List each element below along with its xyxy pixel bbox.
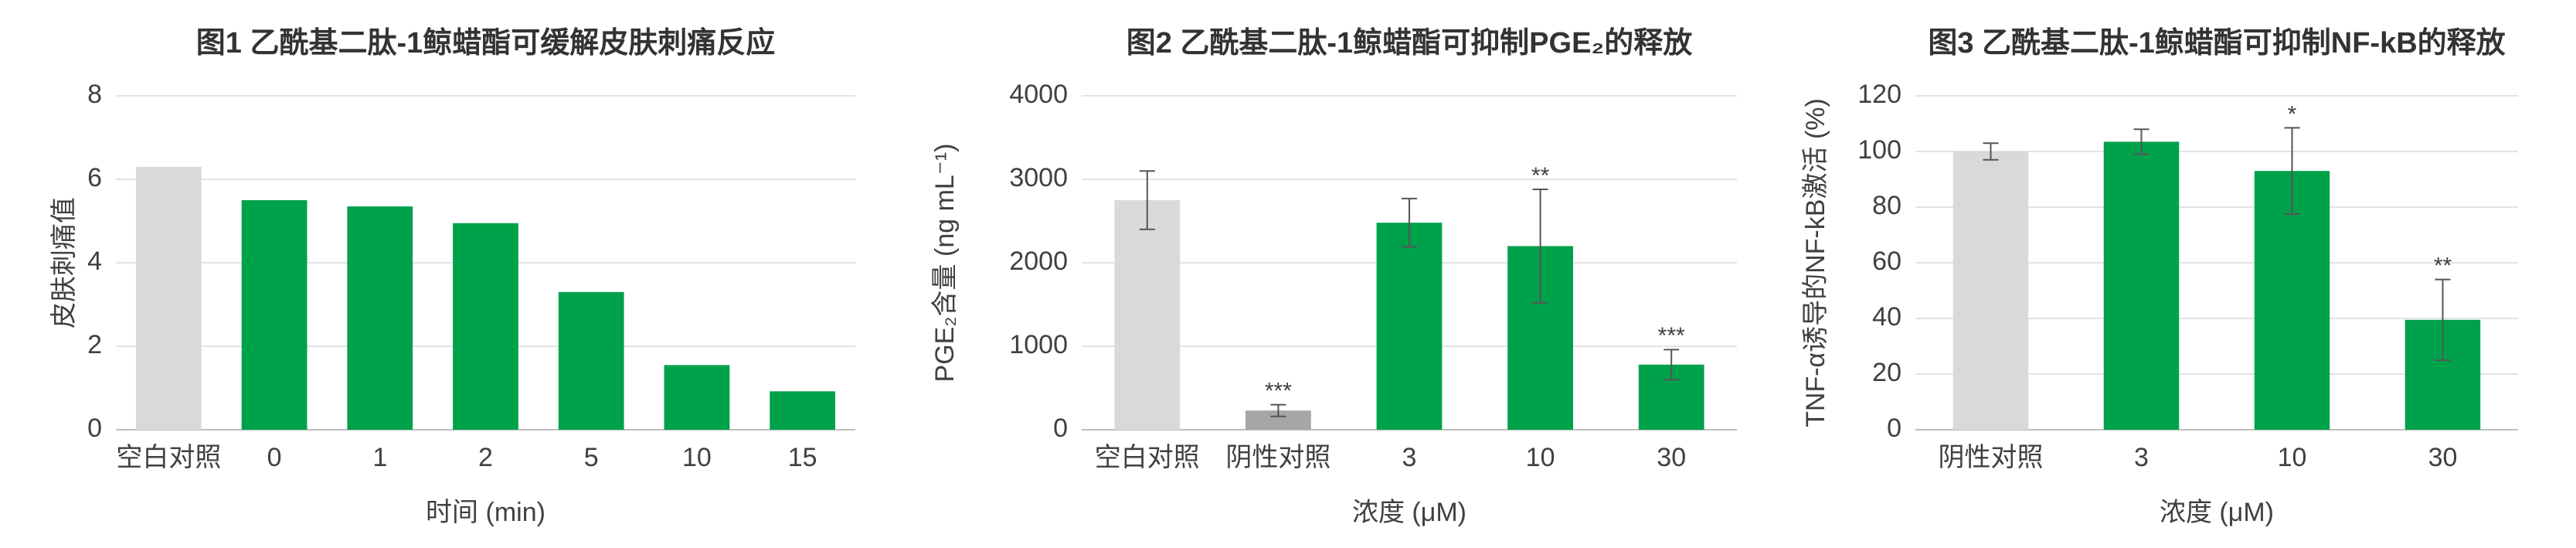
x-tick-label: 1 (372, 443, 387, 472)
y-tick-label: 120 (1857, 80, 1901, 109)
y-tick-label: 1000 (1009, 330, 1068, 359)
x-tick-label: 0 (267, 443, 282, 472)
y-axis-label: 皮肤刺痛值 (49, 197, 79, 328)
x-tick-label: 10 (682, 443, 712, 472)
y-tick-label: 0 (87, 414, 102, 443)
error-bar (2133, 128, 2149, 155)
chart-title: 图3 乙酰基二肽-1鲸蜡酯可抑制NF-kB的释放 (1928, 27, 2505, 60)
y-tick-label: 0 (1053, 414, 1068, 443)
significance-label: *** (1658, 323, 1685, 349)
x-tick-label: 30 (1657, 443, 1686, 472)
x-tick-label: 空白对照 (116, 443, 221, 472)
y-tick-label: 2000 (1009, 247, 1068, 276)
error-bar (1270, 403, 1286, 417)
x-axis-label: 浓度 (μM) (2160, 498, 2274, 527)
y-tick-label: 20 (1872, 358, 1901, 387)
chart-title: 图2 乙酰基二肽-1鲸蜡酯可抑制PGE₂的释放 (1127, 27, 1693, 60)
x-tick-label: 5 (584, 443, 599, 472)
bar (453, 223, 518, 430)
significance-label: *** (1265, 379, 1292, 404)
y-tick-label: 2 (87, 330, 102, 359)
significance-label: ** (1531, 163, 1550, 189)
x-tick-label: 10 (2278, 443, 2307, 472)
bar (135, 166, 202, 431)
y-tick-label: 3000 (1009, 163, 1068, 192)
chart-title: 图1 乙酰基二肽-1鲸蜡酯可缓解皮肤刺痛反应 (196, 27, 775, 60)
y-tick-label: 0 (1887, 414, 1901, 443)
significance-label: * (2288, 101, 2297, 127)
y-tick-label: 40 (1872, 302, 1901, 332)
y-tick-label: 4000 (1009, 80, 1068, 109)
y-tick-label: 6 (87, 163, 102, 192)
error-bar (1402, 197, 1417, 248)
x-tick-label: 空白对照 (1095, 443, 1200, 472)
x-tick-label: 2 (478, 443, 493, 472)
error-bar (1532, 188, 1548, 304)
bar (1952, 151, 2029, 430)
error-bar (2435, 278, 2451, 361)
x-axis-label: 时间 (min) (426, 498, 545, 527)
x-tick-label: 阴性对照 (1225, 443, 1330, 472)
bar (1114, 200, 1181, 430)
error-bar (2284, 127, 2300, 215)
x-tick-label: 10 (1526, 443, 1555, 472)
error-bar (1983, 142, 1999, 161)
bar (241, 200, 308, 430)
x-tick-label: 阴性对照 (1939, 443, 2044, 472)
bar (2103, 141, 2180, 430)
y-axis-label: TNF-α诱导的NF-kB激活 (%) (1801, 98, 1830, 427)
bar (1376, 223, 1443, 430)
error-bar (1139, 170, 1155, 230)
x-tick-label: 15 (788, 443, 817, 472)
y-tick-label: 80 (1872, 191, 1901, 220)
y-tick-label: 4 (87, 247, 102, 276)
y-tick-label: 8 (87, 80, 102, 109)
significance-label: ** (2434, 254, 2452, 279)
error-bar (1664, 349, 1680, 381)
bar (770, 391, 836, 430)
x-tick-label: 3 (1402, 443, 1417, 472)
y-axis-label: PGE₂含量 (ng mL⁻¹) (930, 144, 960, 383)
y-tick-label: 100 (1857, 135, 1901, 165)
x-tick-label: 3 (2134, 443, 2149, 472)
x-axis-label: 浓度 (μM) (1352, 498, 1466, 527)
bar (664, 365, 730, 430)
y-tick-label: 60 (1872, 247, 1901, 276)
bar (347, 206, 413, 430)
bar (558, 291, 624, 430)
x-tick-label: 30 (2428, 443, 2458, 472)
